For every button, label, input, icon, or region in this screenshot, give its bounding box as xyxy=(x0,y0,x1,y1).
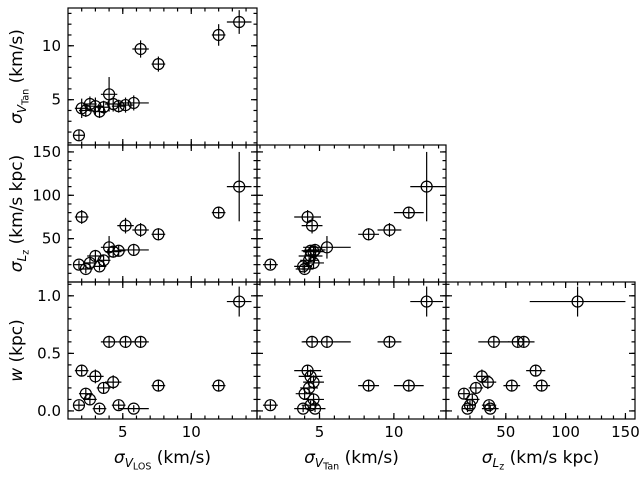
data-point xyxy=(102,335,116,348)
data-point xyxy=(383,335,396,348)
data-point xyxy=(93,402,106,415)
y-tick-label: 0.5 xyxy=(37,344,61,362)
x-tick-label: 150 xyxy=(611,423,640,441)
data-point xyxy=(75,364,88,377)
data-point xyxy=(307,376,320,389)
y-tick-label: 1.0 xyxy=(37,287,61,305)
data-point xyxy=(461,402,474,415)
panel-lz-vs-vtan xyxy=(256,144,447,283)
x-axis-label-vtan: σVTan (km/s) xyxy=(304,448,399,473)
data-point xyxy=(134,335,147,348)
y-tick-label: 100 xyxy=(32,186,61,204)
data-point xyxy=(305,335,319,348)
panel-w-vs-vlos: 5 10 σVLOS (km/s) 0.0 0.5 1.0 w (kpc) xyxy=(7,281,258,473)
x-tick-label: 5 xyxy=(118,423,128,441)
data-point xyxy=(308,402,322,415)
data-point xyxy=(119,219,132,232)
data-point xyxy=(127,402,140,415)
y-tick-label: 150 xyxy=(32,143,61,161)
data-layer xyxy=(262,151,444,276)
data-point xyxy=(112,399,125,412)
data-point xyxy=(152,228,165,241)
data-point xyxy=(529,364,542,377)
data-point xyxy=(457,387,471,400)
x-tick-label: 100 xyxy=(551,423,580,441)
y-tick-label: 10 xyxy=(42,37,61,55)
data-point xyxy=(97,381,110,395)
data-point xyxy=(402,379,415,392)
y-axis-label-lz: σLz (km/s kpc) xyxy=(7,155,32,273)
data-layer xyxy=(262,286,444,415)
panel-w-vs-vtan: 5 10 σVTan (km/s) xyxy=(256,281,447,473)
y-tick-label: 50 xyxy=(42,230,61,248)
data-point xyxy=(127,243,140,257)
y-axis-label-w: w (kpc) xyxy=(7,319,27,382)
data-point xyxy=(134,223,147,237)
panel-w-vs-lz: 50 100 150 σLz (km/s kpc) xyxy=(445,281,640,473)
data-point xyxy=(134,42,147,56)
panel-frame xyxy=(445,281,636,420)
data-point xyxy=(83,393,97,406)
y-axis-label-vtan: σVTan (km/s) xyxy=(7,29,32,124)
panel-vtan-vs-vlos: 5 10 σVTan (km/s) xyxy=(7,7,258,146)
data-point xyxy=(362,379,375,392)
data-point xyxy=(383,223,396,237)
data-point xyxy=(305,219,319,232)
y-tick-label: 5 xyxy=(51,91,61,109)
x-tick-label: 10 xyxy=(182,423,201,441)
x-tick-label: 50 xyxy=(496,423,515,441)
data-point xyxy=(212,28,225,42)
data-point xyxy=(233,180,246,193)
data-point xyxy=(487,335,500,348)
x-tick-label: 5 xyxy=(315,423,325,441)
data-point xyxy=(233,15,246,29)
data-point xyxy=(127,96,140,110)
data-point xyxy=(505,379,518,392)
data-point xyxy=(535,379,548,392)
data-layer xyxy=(72,151,252,276)
data-point xyxy=(320,241,334,254)
data-point xyxy=(481,376,494,389)
data-layer xyxy=(72,286,252,415)
x-axis-label-lz: σLz (km/s kpc) xyxy=(482,448,600,473)
data-point xyxy=(212,379,225,392)
data-point xyxy=(119,98,132,112)
data-point xyxy=(511,335,524,348)
y-tick-label: 0.0 xyxy=(37,402,61,420)
data-layer xyxy=(72,10,252,142)
data-point xyxy=(112,244,125,257)
data-point xyxy=(72,399,86,412)
data-point xyxy=(75,210,88,224)
data-point xyxy=(107,376,120,389)
data-point xyxy=(571,295,584,308)
data-point xyxy=(97,254,110,267)
data-point xyxy=(308,243,322,257)
data-point xyxy=(212,206,225,219)
data-point xyxy=(112,100,125,113)
data-layer xyxy=(457,286,626,415)
data-point xyxy=(362,228,375,241)
data-point xyxy=(233,295,246,308)
data-point xyxy=(152,379,165,392)
data-point xyxy=(420,180,433,193)
x-axis-label-vlos: σVLOS (km/s) xyxy=(114,448,211,473)
data-point xyxy=(119,335,132,348)
data-point xyxy=(420,295,433,308)
data-point xyxy=(72,129,86,142)
data-point xyxy=(304,399,317,412)
data-point xyxy=(402,206,415,219)
data-point xyxy=(89,370,102,383)
data-point xyxy=(304,244,317,257)
data-point xyxy=(152,57,165,71)
data-point xyxy=(264,399,277,412)
data-point xyxy=(264,258,277,271)
x-tick-label: 10 xyxy=(384,423,403,441)
data-point xyxy=(469,381,483,395)
data-point xyxy=(93,105,106,118)
data-point xyxy=(484,402,497,415)
